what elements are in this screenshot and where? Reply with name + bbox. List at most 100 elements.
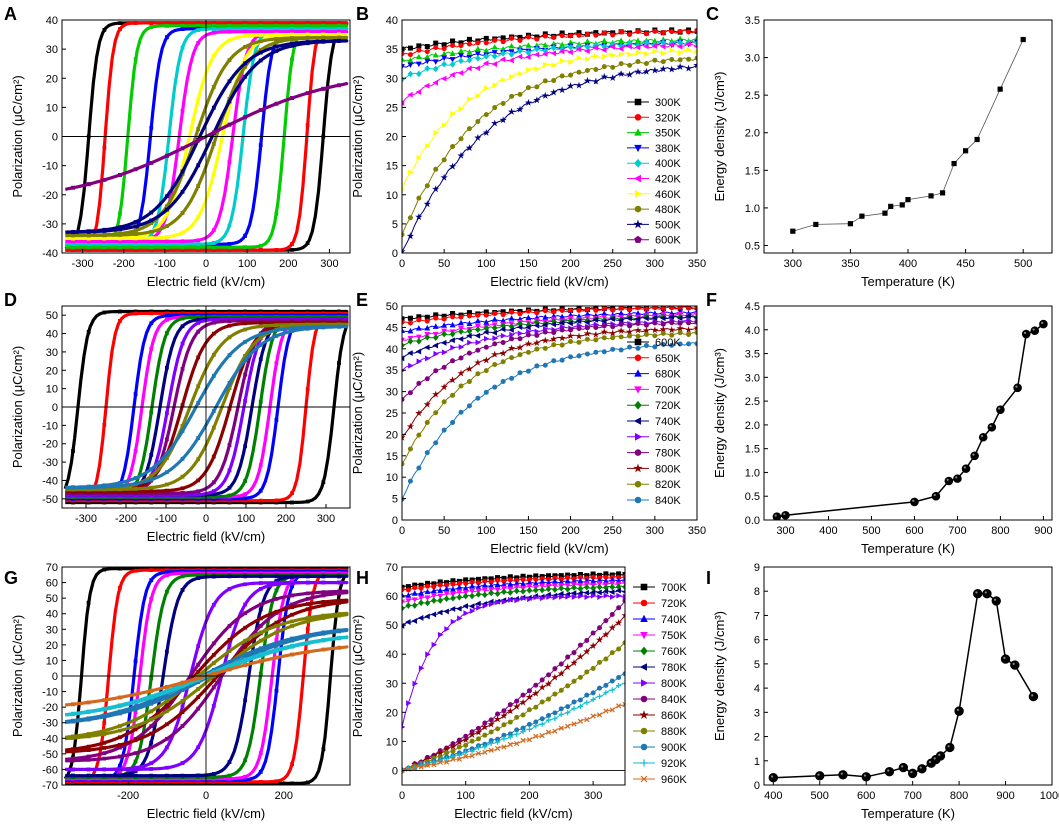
legend-label: 920K: [661, 758, 687, 770]
loop-marker: [86, 757, 91, 762]
series-500K: [402, 61, 697, 253]
y-axis-label: Polarization (μC/cm²): [350, 75, 365, 197]
legend-marker: [641, 679, 649, 687]
loop-marker: [165, 194, 169, 199]
loop-marker: [71, 449, 75, 453]
loop-series-320K: [65, 21, 349, 252]
loop-marker: [227, 406, 232, 411]
loop-marker: [71, 485, 75, 490]
loop-marker: [149, 717, 154, 722]
plot-area: [402, 27, 697, 253]
data-point: [1013, 383, 1022, 393]
loop-marker: [258, 623, 263, 628]
x-tick-label: 600: [905, 525, 923, 537]
x-tick-label: 350: [841, 258, 859, 270]
legend-item-740K: 740K: [627, 416, 681, 428]
loop-series-960K: [64, 645, 349, 707]
loop-marker: [102, 232, 107, 237]
loop-marker: [243, 663, 248, 668]
series-line-740K: [402, 315, 697, 359]
loop-marker: [274, 779, 279, 784]
legend-marker: [640, 695, 648, 703]
y-tick-label: 20: [386, 132, 398, 144]
loop-marker: [290, 593, 294, 598]
data-point: [987, 422, 997, 432]
loop-marker: [164, 589, 169, 594]
series-line-700K: [402, 313, 697, 341]
x-tick-label: 200: [561, 525, 579, 537]
loop-marker: [102, 706, 107, 711]
loop-marker: [180, 403, 185, 408]
loop-marker: [180, 704, 185, 709]
x-tick-label: -200: [117, 790, 139, 802]
series-line-650K: [402, 306, 697, 324]
loop-marker: [258, 638, 263, 643]
data-point-350K: [402, 56, 405, 62]
data-point: [953, 474, 962, 483]
loop-marker: [243, 61, 247, 66]
loop-line-460K: [65, 33, 349, 240]
loop-marker: [243, 496, 248, 501]
loop-marker: [118, 728, 122, 733]
x-tick-label: 300: [784, 258, 802, 270]
legend-item-760K: 760K: [633, 646, 687, 658]
legend-label: 760K: [655, 432, 681, 444]
loop-marker: [133, 751, 138, 755]
legend-item-600K: 600K: [627, 235, 681, 247]
y-tick-label: 35: [386, 44, 398, 56]
loop-marker: [196, 215, 201, 219]
loop-marker: [290, 574, 294, 579]
plot-area: [768, 588, 1039, 783]
data-point: [905, 197, 911, 203]
legend-item-800K: 800K: [627, 463, 681, 475]
x-axis-label: Electric field (kV/cm): [147, 274, 265, 289]
legend-label: 350K: [655, 128, 681, 140]
data-point-highlight: [1012, 662, 1015, 666]
loop-line-350K: [65, 24, 349, 249]
legend-marker: [639, 663, 647, 671]
loop-marker: [164, 411, 169, 416]
loop-marker: [149, 21, 154, 25]
data-point: [1021, 329, 1031, 339]
y-tick-label: 40: [386, 649, 398, 661]
loop-marker: [274, 655, 279, 660]
x-tick-label: 200: [561, 258, 579, 270]
legend-marker: [640, 743, 648, 751]
y-tick-label: 30: [46, 347, 58, 359]
legend-item-650K: 650K: [627, 353, 681, 365]
loop-marker: [336, 35, 341, 40]
y-tick-label: 70: [386, 562, 398, 574]
x-tick-label: 700: [903, 790, 921, 802]
loop-marker: [305, 91, 310, 95]
y-tick-label: 0: [392, 515, 398, 527]
loop-marker: [196, 745, 201, 750]
loop-marker: [227, 638, 232, 642]
y-tick-label: -70: [42, 780, 58, 792]
legend-item-760K: 760K: [627, 432, 681, 444]
loop-marker: [149, 745, 154, 750]
legend-label: 720K: [661, 598, 687, 610]
loop-marker: [71, 711, 75, 716]
loop-marker: [243, 479, 248, 483]
x-tick-label: 800: [991, 525, 1009, 537]
loop-marker: [337, 635, 341, 640]
loop-marker: [180, 23, 185, 28]
legend-item-350K: 350K: [627, 128, 681, 140]
legend-item-420K: 420K: [627, 174, 681, 186]
loop-marker: [321, 35, 326, 40]
loop-marker: [211, 171, 216, 176]
y-tick-label: -50: [42, 494, 58, 506]
loop-marker: [258, 498, 263, 503]
loop-marker: [243, 638, 248, 643]
loop-series-840K: [65, 324, 349, 490]
x-tick-label: 900: [996, 790, 1014, 802]
x-tick-label: 100: [457, 790, 475, 802]
loop-marker: [227, 29, 232, 34]
loop-marker: [118, 211, 122, 216]
x-tick-label: 400: [819, 525, 837, 537]
loop-marker: [243, 602, 248, 607]
loop-marker: [305, 123, 310, 128]
loop-line-720K: [65, 568, 349, 784]
x-tick-label: 250: [604, 525, 622, 537]
y-tick-label: 3.5: [745, 349, 760, 361]
